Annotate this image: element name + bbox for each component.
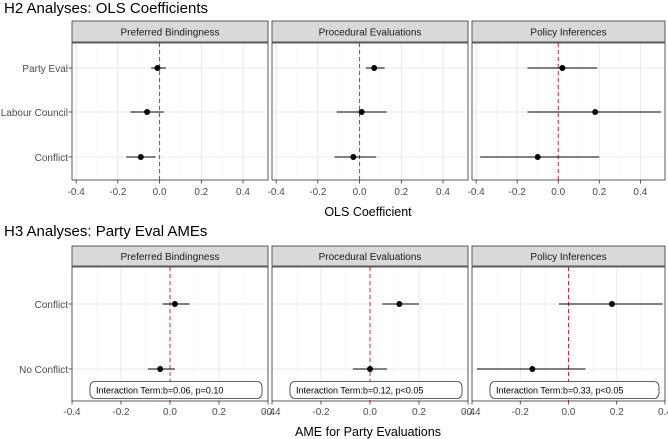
- facet-title: Procedural Evaluations: [319, 28, 422, 39]
- point-estimate: [350, 154, 357, 160]
- chart-title: H3 Analyses: Party Eval AMEs: [4, 223, 207, 240]
- panel-border: [71, 42, 269, 181]
- x-tick-label: -0.2: [309, 187, 327, 198]
- panel-1: Preferred Bindingness Interaction Term:b=…: [63, 245, 275, 418]
- x-tick-label: 0.2: [592, 187, 606, 198]
- panel-3: Policy Inferences Interaction Term:b=0.33…: [463, 245, 668, 418]
- x-tick-label: -0.2: [512, 407, 530, 418]
- facet-strip: [471, 245, 666, 267]
- panel-2: Procedural Evaluations -0.4 -0.2 0.0 0.2 0.4: [268, 20, 469, 198]
- x-tick-label: 0.4: [461, 407, 475, 418]
- point-estimate: [137, 154, 144, 160]
- facet-strip: [71, 245, 269, 267]
- x-tick-label: 0.0: [353, 187, 367, 198]
- x-tick-label: -0.2: [109, 187, 127, 198]
- x-tick-label: 0.4: [261, 407, 275, 418]
- point-estimate: [396, 301, 403, 307]
- point-estimate: [157, 366, 164, 372]
- x-axis-label: OLS Coefficient: [324, 205, 412, 219]
- point-estimate: [559, 65, 566, 71]
- x-tick-label: 0.2: [194, 187, 208, 198]
- annotation-box: [489, 381, 660, 399]
- x-tick-label: 0.2: [394, 187, 408, 198]
- x-tick-label: 0.4: [236, 187, 250, 198]
- y-tick-label: Party Eval: [22, 64, 68, 75]
- x-tick-label: -0.4: [263, 407, 281, 418]
- x-tick-label: -0.2: [112, 407, 130, 418]
- facet-strip: [271, 245, 469, 267]
- x-tick-label: -0.4: [268, 187, 286, 198]
- y-tick-label: Conflict: [35, 153, 69, 164]
- y-tick-label: No Conflict: [19, 365, 68, 376]
- x-tick-label: -0.4: [463, 407, 481, 418]
- annotation-label: Interaction Term:b=0.06, p=0.10: [96, 386, 223, 396]
- point-estimate: [529, 366, 536, 372]
- facet-title: Policy Inferences: [530, 28, 606, 39]
- point-estimate: [534, 154, 541, 160]
- chart-2: H3 Analyses: Party Eval AMEs Conflict No C…: [4, 223, 668, 439]
- annotation-label: Interaction Term:b=0.33, p<0.05: [496, 386, 623, 396]
- x-tick-label: -0.4: [467, 187, 485, 198]
- panel-border: [471, 42, 666, 181]
- facet-title: Policy Inferences: [530, 252, 606, 263]
- facet-title: Preferred Bindingness: [121, 252, 220, 263]
- facet-strip: [271, 20, 469, 43]
- x-tick-label: 0.2: [610, 407, 624, 418]
- x-tick-label: 0.2: [412, 407, 426, 418]
- annotation-label: Interaction Term:b=0.12, p<0.05: [296, 386, 423, 396]
- point-estimate: [608, 301, 615, 307]
- point-estimate: [371, 65, 378, 71]
- x-tick-label: 0.4: [436, 187, 450, 198]
- point-estimate: [592, 109, 599, 115]
- point-estimate: [367, 366, 373, 372]
- x-tick-label: 0.0: [163, 407, 177, 418]
- x-tick-label: -0.2: [509, 187, 527, 198]
- x-tick-label: 0.4: [633, 187, 647, 198]
- point-estimate: [154, 65, 161, 71]
- panel-border: [271, 42, 469, 181]
- x-tick-label: -0.4: [68, 187, 86, 198]
- y-tick-label: Labour Council: [1, 108, 68, 119]
- panel-1: Preferred Bindingness -0.4 -0.2 0.0 0.2 0.4: [68, 20, 269, 198]
- x-tick-label: -0.2: [312, 407, 330, 418]
- panel-2: Procedural Evaluations Interaction Term:b…: [263, 245, 475, 418]
- facet-strip: [71, 20, 269, 43]
- x-tick-label: 0.2: [212, 407, 226, 418]
- facet-strip: [471, 20, 666, 43]
- chart-title: H2 Analyses: OLS Coefficients: [4, 0, 208, 17]
- x-tick-label: 0.0: [363, 407, 377, 418]
- x-tick-label: 0.0: [153, 187, 167, 198]
- x-tick-label: 0.4: [658, 407, 668, 418]
- annotation-box: [89, 381, 263, 399]
- plot-area: [72, 43, 268, 180]
- point-estimate: [358, 109, 365, 115]
- chart-1: H2 Analyses: OLS Coefficients Party Eval L…: [1, 0, 666, 219]
- point-estimate: [144, 109, 151, 115]
- annotation-box: [289, 381, 463, 399]
- x-tick-label: 0.0: [551, 187, 565, 198]
- x-tick-label: 0.0: [562, 407, 576, 418]
- panel-3: Policy Inferences -0.4 -0.2 0.0 0.2 0.4: [467, 20, 666, 198]
- x-tick-label: -0.4: [63, 407, 81, 418]
- y-tick-label: Conflict: [35, 300, 69, 311]
- point-estimate: [171, 301, 178, 307]
- facet-title: Procedural Evaluations: [319, 252, 422, 263]
- x-axis-label: AME for Party Evaluations: [295, 425, 441, 439]
- facet-title: Preferred Bindingness: [121, 28, 220, 39]
